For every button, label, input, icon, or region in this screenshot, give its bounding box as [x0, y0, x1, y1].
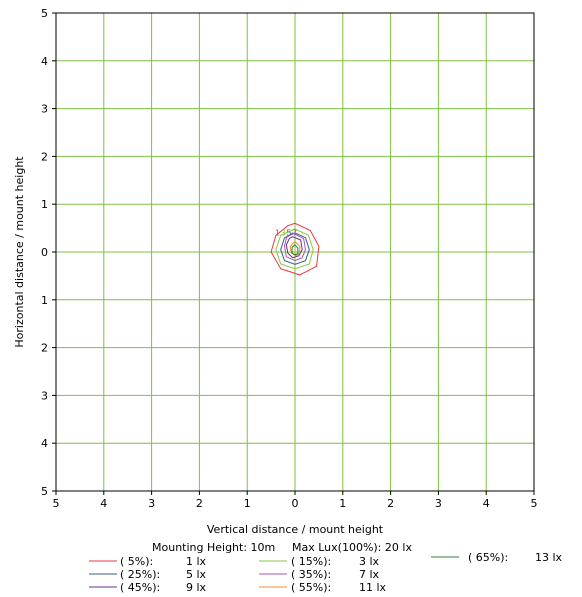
legend-percent: ( 25%):: [120, 568, 160, 581]
legend-percent: ( 45%):: [120, 581, 160, 594]
y-tick-label: 4: [41, 437, 48, 450]
contour-line: [283, 232, 307, 262]
y-tick-labels: 5 4 3 2 1 0 1 2 3 4 5: [41, 7, 56, 498]
x-tick-label: 3: [148, 497, 155, 510]
y-tick-label: 0: [41, 246, 48, 259]
legend-item: ( 15%): 3 lx: [259, 555, 380, 568]
x-tick-label: 3: [435, 497, 442, 510]
legend-lux: 13 lx: [535, 551, 563, 564]
y-tick-label: 2: [41, 150, 48, 163]
legend-item: ( 35%): 7 lx: [259, 568, 380, 581]
contour-line: [289, 240, 301, 257]
contour-value-label: 3: [281, 229, 286, 238]
contour-line: [280, 232, 310, 265]
contour-value-label: 1: [275, 229, 280, 238]
max-lux-label: Max Lux(100%): 20 lx: [292, 541, 412, 554]
contour-line: [285, 236, 303, 259]
legend-percent: ( 15%):: [291, 555, 331, 568]
y-axis-title: Horizontal distance / mount height: [13, 156, 26, 348]
legend-item: ( 55%): 11 lx: [259, 581, 387, 594]
legend: ( 5%): 1 lx ( 15%): 3 lx ( 25%): 5 lx ( 35%): 7…: [89, 551, 563, 594]
mounting-height-label: Mounting Height: 10m: [152, 541, 275, 554]
y-tick-label: 2: [41, 342, 48, 355]
y-tick-label: 1: [41, 198, 48, 211]
legend-lux: 3 lx: [359, 555, 380, 568]
contour-value-label: 7: [292, 229, 297, 238]
grid-lines: [56, 13, 534, 491]
x-axis-title: Vertical distance / mount height: [207, 523, 384, 536]
legend-percent: ( 55%):: [291, 581, 331, 594]
y-tick-label: 5: [41, 485, 48, 498]
legend-item: ( 45%): 9 lx: [89, 581, 207, 594]
x-tick-label: 0: [292, 497, 299, 510]
y-tick-label: 3: [41, 389, 48, 402]
x-tick-label: 4: [483, 497, 490, 510]
y-tick-label: 3: [41, 103, 48, 116]
contour-lines: [270, 222, 320, 276]
legend-item: ( 65%): 13 lx: [431, 551, 563, 564]
y-tick-label: 5: [41, 7, 48, 20]
legend-lux: 9 lx: [186, 581, 207, 594]
legend-percent: ( 65%):: [468, 551, 508, 564]
x-tick-label: 1: [339, 497, 346, 510]
contour-line: [270, 222, 320, 276]
x-tick-label: 4: [100, 497, 107, 510]
x-tick-label: 2: [196, 497, 203, 510]
legend-lux: 1 lx: [186, 555, 207, 568]
legend-percent: ( 5%):: [120, 555, 153, 568]
contour-line: [275, 228, 314, 270]
x-tick-label: 2: [387, 497, 394, 510]
x-tick-labels: 5 4 3 2 1 0 1 2 3 4 5: [53, 491, 538, 510]
legend-lux: 7 lx: [359, 568, 380, 581]
legend-item: ( 5%): 1 lx: [89, 555, 207, 568]
contour-line: [291, 244, 299, 256]
x-tick-label: 1: [244, 497, 251, 510]
y-tick-label: 1: [41, 294, 48, 307]
contour-value-label: 5: [286, 229, 291, 238]
legend-lux: 5 lx: [186, 568, 207, 581]
x-tick-label: 5: [531, 497, 538, 510]
x-tick-label: 5: [53, 497, 60, 510]
legend-lux: 11 lx: [359, 581, 387, 594]
legend-item: ( 25%): 5 lx: [89, 568, 207, 581]
y-tick-label: 4: [41, 55, 48, 68]
legend-percent: ( 35%):: [291, 568, 331, 581]
